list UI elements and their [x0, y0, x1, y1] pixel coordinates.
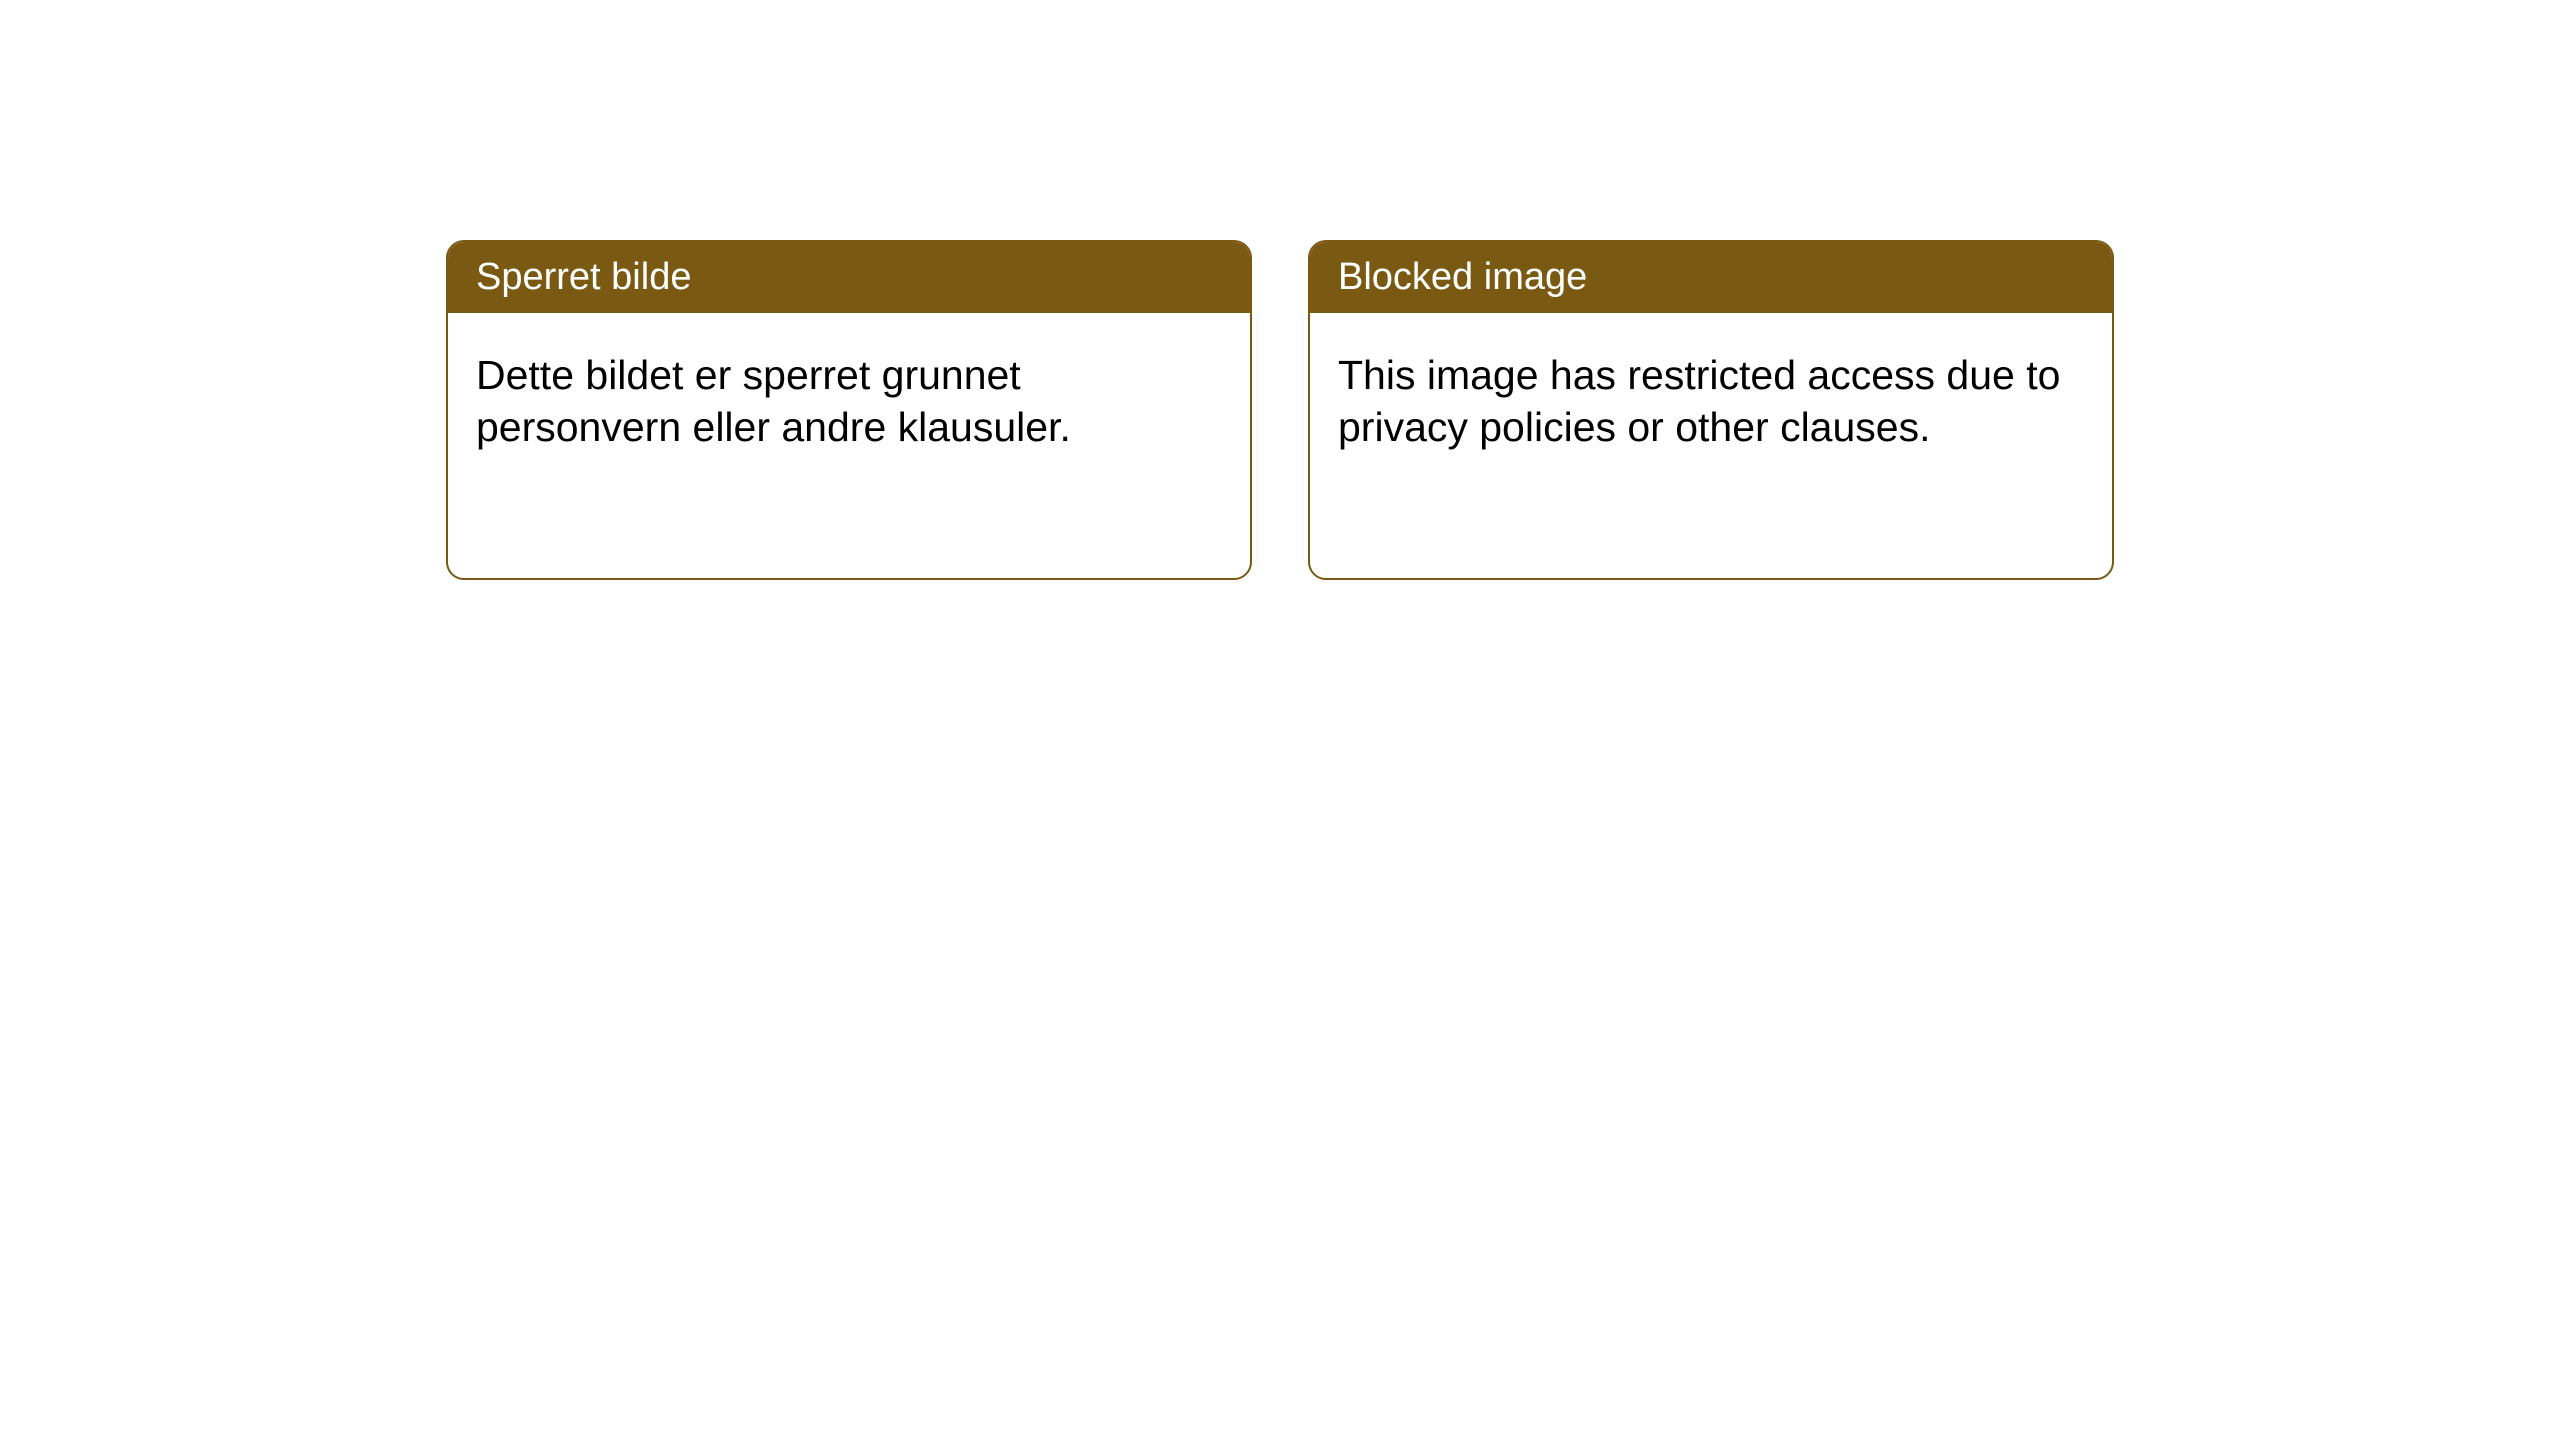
- notice-card-norwegian: Sperret bilde Dette bildet er sperret gr…: [446, 240, 1252, 580]
- notice-header: Blocked image: [1310, 242, 2112, 313]
- notice-title: Blocked image: [1338, 256, 1587, 298]
- notice-body-text: Dette bildet er sperret grunnet personve…: [476, 352, 1071, 450]
- notice-card-english: Blocked image This image has restricted …: [1308, 240, 2114, 580]
- notice-body-text: This image has restricted access due to …: [1338, 352, 2060, 450]
- notice-title: Sperret bilde: [476, 256, 691, 298]
- notice-body: Dette bildet er sperret grunnet personve…: [448, 313, 1250, 490]
- notice-header: Sperret bilde: [448, 242, 1250, 313]
- notice-container: Sperret bilde Dette bildet er sperret gr…: [446, 240, 2114, 580]
- notice-body: This image has restricted access due to …: [1310, 313, 2112, 490]
